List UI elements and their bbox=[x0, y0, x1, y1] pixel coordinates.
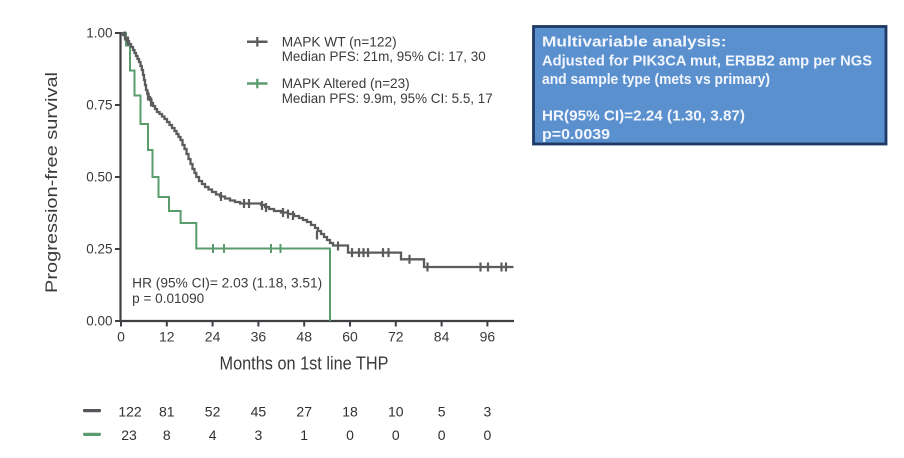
svg-text:HR(95% CI)=2.24 (1.30, 3.87): HR(95% CI)=2.24 (1.30, 3.87) bbox=[542, 108, 745, 125]
svg-text:122: 122 bbox=[118, 403, 142, 419]
svg-text:60: 60 bbox=[342, 329, 358, 345]
svg-text:27: 27 bbox=[296, 403, 312, 419]
svg-text:0: 0 bbox=[117, 329, 125, 345]
svg-text:0: 0 bbox=[392, 427, 400, 443]
svg-text:5: 5 bbox=[438, 403, 446, 419]
svg-text:0.75: 0.75 bbox=[86, 98, 112, 113]
svg-text:1: 1 bbox=[300, 427, 308, 443]
svg-text:0: 0 bbox=[346, 427, 354, 443]
svg-text:Multivariable analysis:: Multivariable analysis: bbox=[542, 34, 727, 51]
svg-text:and sample type (mets vs prima: and sample type (mets vs primary) bbox=[542, 71, 770, 88]
svg-text:45: 45 bbox=[251, 403, 267, 419]
svg-text:12: 12 bbox=[159, 329, 175, 345]
svg-text:8: 8 bbox=[163, 427, 171, 443]
svg-text:81: 81 bbox=[159, 403, 175, 419]
svg-text:10: 10 bbox=[388, 403, 404, 419]
svg-text:3: 3 bbox=[255, 427, 263, 443]
svg-text:0.50: 0.50 bbox=[86, 170, 112, 185]
svg-text:84: 84 bbox=[434, 329, 450, 345]
svg-text:36: 36 bbox=[251, 329, 267, 345]
svg-text:0: 0 bbox=[484, 427, 492, 443]
svg-text:p = 0.01090: p = 0.01090 bbox=[132, 291, 204, 306]
svg-text:52: 52 bbox=[205, 403, 221, 419]
svg-text:p=0.0039: p=0.0039 bbox=[542, 126, 610, 143]
svg-text:Median PFS: 21m, 95% CI: 17, 3: Median PFS: 21m, 95% CI: 17, 30 bbox=[282, 48, 486, 64]
svg-text:Progression-free survival: Progression-free survival bbox=[42, 72, 61, 293]
svg-text:0.00: 0.00 bbox=[86, 314, 112, 329]
svg-text:96: 96 bbox=[480, 329, 496, 345]
svg-text:24: 24 bbox=[205, 329, 221, 345]
svg-text:0: 0 bbox=[438, 427, 446, 443]
svg-text:4: 4 bbox=[209, 427, 217, 443]
svg-text:MAPK WT (n=122): MAPK WT (n=122) bbox=[282, 34, 397, 50]
svg-text:MAPK Altered (n=23): MAPK Altered (n=23) bbox=[282, 75, 410, 91]
svg-text:3: 3 bbox=[484, 403, 492, 419]
svg-text:48: 48 bbox=[296, 329, 312, 345]
svg-text:HR (95% CI)= 2.03 (1.18, 3.51): HR (95% CI)= 2.03 (1.18, 3.51) bbox=[132, 276, 322, 291]
svg-text:0.25: 0.25 bbox=[86, 242, 112, 257]
svg-text:23: 23 bbox=[121, 427, 137, 443]
svg-text:Months on 1st line THP: Months on 1st line THP bbox=[220, 354, 389, 374]
svg-text:Median PFS: 9.9m, 95% CI: 5.5,: Median PFS: 9.9m, 95% CI: 5.5, 17 bbox=[282, 90, 493, 106]
svg-text:1.00: 1.00 bbox=[86, 26, 112, 41]
svg-text:18: 18 bbox=[342, 403, 358, 419]
svg-text:72: 72 bbox=[388, 329, 404, 345]
svg-text:Adjusted for PIK3CA mut, ERBB2: Adjusted for PIK3CA mut, ERBB2 amp per N… bbox=[542, 52, 872, 69]
